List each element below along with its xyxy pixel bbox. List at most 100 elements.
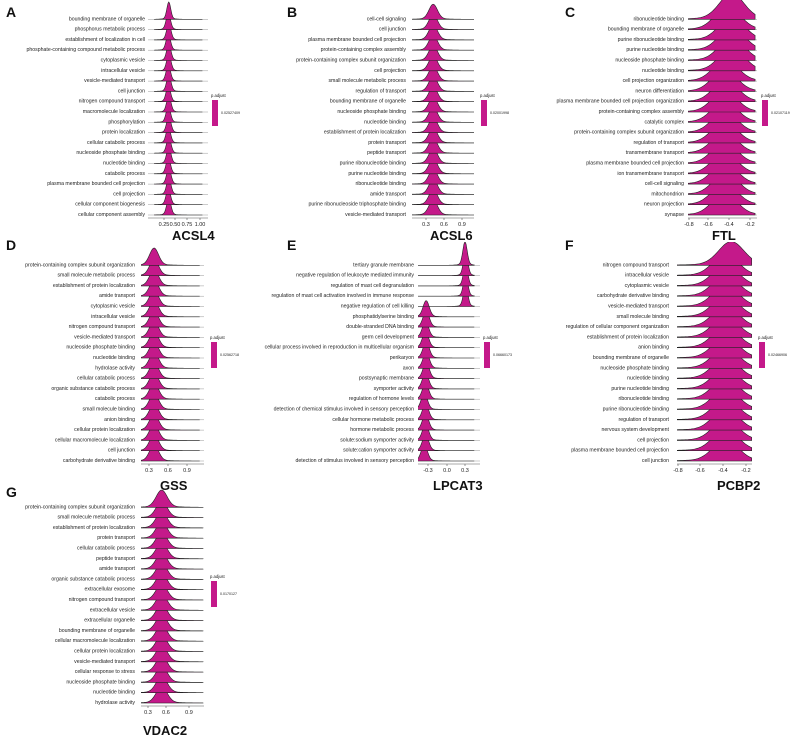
term-label: protein-containing complex assembly [599, 109, 685, 115]
panel-letter: B [287, 4, 297, 20]
legend-title: p.adjust [211, 93, 227, 98]
x-tick-label: -0.2 [741, 468, 750, 474]
legend: p.adjust 0.02466906 [758, 335, 787, 368]
ridge-density [154, 136, 203, 154]
term-label: vesicle-mediated transport [74, 659, 135, 665]
term-label: vesicle-mediated transport [74, 334, 135, 340]
ridge-density [412, 189, 474, 205]
x-tick-label: -0.3 [423, 468, 432, 474]
x-tick-label: 0.3 [422, 222, 430, 228]
term-label: protein-containing complex assembly [321, 47, 407, 53]
term-label: cell junction [118, 88, 145, 94]
term-label: bounding membrane of organelle [330, 99, 406, 105]
term-label: small molecule metabolic process [328, 78, 406, 84]
panel-letter: E [287, 237, 296, 253]
x-tick-label: 0.75 [182, 222, 193, 228]
term-label: establishment of protein localization [587, 334, 669, 340]
term-label: protein localization [102, 130, 145, 136]
term-label: cellular component biogenesis [75, 202, 145, 208]
term-label: vesicle-mediated transport [84, 78, 145, 84]
term-label: catalytic complex [645, 119, 685, 125]
ridge-density [412, 178, 474, 195]
ridge-density [154, 85, 203, 102]
term-label: plasma membrane bounded cell projection … [557, 99, 685, 105]
term-label: nitrogen compound transport [69, 324, 136, 330]
term-label: plasma membrane bounded cell projection [308, 37, 406, 43]
term-label: ribonucleotide binding [619, 396, 670, 402]
term-label: protein transport [97, 535, 135, 541]
term-label: small molecule metabolic process [57, 515, 135, 521]
x-tick-label: 0.9 [183, 468, 191, 474]
ridge-density [141, 573, 203, 590]
panel-letter: G [6, 484, 17, 500]
term-label: small molecule metabolic process [57, 273, 135, 279]
term-label: catabolic process [95, 396, 135, 402]
x-tick-label: 0.50 [170, 222, 181, 228]
term-label: protein transport [368, 140, 406, 146]
x-tick-label: 0.3 [461, 468, 469, 474]
legend-value: 0.02527409 [221, 111, 240, 115]
term-label: amide transport [370, 191, 407, 197]
term-label: perikaryon [390, 355, 414, 361]
term-label: cell projection organization [623, 78, 685, 84]
term-label: nitrogen compound transport [603, 262, 670, 268]
term-label: nitrogen compound transport [79, 99, 146, 105]
gene-label: VDAC2 [143, 723, 187, 738]
gene-label: FTL [712, 228, 736, 243]
term-label: catabolic process [105, 171, 145, 177]
term-label: hydrolase activity [95, 365, 135, 371]
term-label: establishment of protein localization [53, 283, 135, 289]
term-label: protein-containing complex subunit organ… [25, 504, 135, 510]
term-label: purine ribonucleotide binding [340, 161, 406, 167]
term-label: establishment of protein localization [324, 130, 406, 136]
term-label: regulation of transport [634, 140, 685, 146]
term-label: protein-containing complex subunit organ… [25, 262, 135, 268]
ridge-density [154, 115, 203, 133]
term-label: purine ribonucleotide binding [603, 407, 669, 413]
term-label: double-stranded DNA binding [346, 324, 414, 330]
term-label: cellular catabolic process [77, 546, 135, 552]
ridge-density [141, 289, 200, 307]
term-label: regulation of hormone levels [349, 396, 415, 402]
ridge-density [141, 593, 203, 611]
legend-value: 0.02001998 [490, 111, 509, 115]
term-label: phosphatidylserine binding [353, 314, 415, 320]
x-tick-label: -0.4 [724, 222, 733, 228]
ridge-density [154, 1, 203, 20]
term-label: purine ribonucleotide binding [618, 37, 684, 43]
x-tick-label: 0.9 [185, 710, 193, 716]
term-label: cell junction [379, 27, 406, 33]
ridge-density [154, 177, 203, 195]
ridge-density [412, 3, 474, 20]
term-label: purine nucleotide binding [611, 386, 669, 392]
ridge-density [141, 300, 200, 318]
term-label: nucleoside phosphate binding [600, 365, 669, 371]
ridge-density [154, 126, 203, 144]
ridge-density [141, 532, 203, 549]
term-label: hormone metabolic process [350, 427, 414, 433]
term-label: plasma membrane bounded cell projection [47, 181, 145, 187]
term-label: negative regulation of leukocyte mediate… [296, 273, 414, 279]
x-tick-label: 0.6 [440, 222, 448, 228]
ridge-density [141, 501, 203, 518]
term-label: extracellular vesicle [90, 607, 135, 613]
term-label: symporter activity [374, 386, 415, 392]
term-label: ion transmembrane transport [617, 171, 684, 177]
term-label: detection of stimulus involved in sensor… [295, 458, 414, 464]
term-label: nucleoside phosphate binding [337, 109, 406, 115]
term-label: cytoplasmic vesicle [101, 58, 146, 64]
x-tick-label: 0.0 [443, 468, 451, 474]
ridge-density [141, 247, 200, 266]
term-label: plasma membrane bounded cell projection [586, 161, 684, 167]
term-label: peptide transport [96, 556, 135, 562]
ridge-density [154, 198, 203, 216]
term-label: cellular process involved in reproductio… [265, 345, 414, 351]
legend-title: p.adjust [758, 335, 774, 340]
term-label: cellular catabolic process [77, 376, 135, 382]
legend-title: p.adjust [483, 335, 499, 340]
panel-letter: F [565, 237, 574, 253]
term-label: establishment of localization in cell [65, 37, 145, 43]
